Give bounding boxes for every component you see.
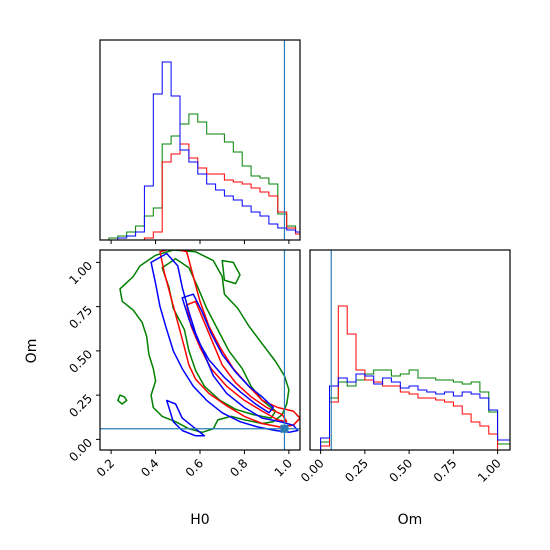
contour-inner-7	[181, 293, 275, 414]
h0-tick-label-2: 0.6	[183, 456, 206, 479]
om-x-tick-label-0: 0.00	[298, 456, 327, 485]
h0-om-contour-panel: 0.2 0.4 0.6 0.8 1.0 0.00 0.25 0.50 0.75 1.00	[66, 249, 301, 480]
h0-histogram-panel	[99, 39, 301, 244]
h0-hist-frame	[99, 39, 301, 241]
h0-hist-series-1	[100, 143, 301, 241]
om-tick-label-4: 1.00	[66, 259, 95, 288]
contour-outer-0	[119, 250, 290, 434]
om-hist-frame	[309, 249, 511, 451]
om-tick-label-0: 0.00	[66, 436, 95, 465]
h0-tick-label-1: 0.4	[138, 456, 161, 479]
contour-inner-3	[161, 258, 277, 419]
om-hist-series-1	[310, 305, 510, 451]
om-x-tick-label-2: 0.50	[386, 456, 415, 485]
h0-tick-label-0: 0.2	[94, 456, 117, 479]
contour-island-2	[221, 259, 241, 285]
om-x-tick-label-3: 0.75	[431, 456, 460, 485]
contour-island-1	[117, 394, 128, 405]
truth-marker	[280, 424, 289, 433]
h0-tick-label-3: 0.8	[227, 456, 250, 479]
h0-tick-label-4: 1.0	[272, 456, 295, 479]
om-x-tick-label-4: 1.00	[475, 456, 504, 485]
h0-hist-series-0	[100, 113, 301, 241]
om-tick-label-2: 0.50	[66, 347, 95, 376]
h0-hist-series-2	[100, 61, 301, 241]
om-tick-label-1: 0.25	[66, 391, 95, 420]
contour-group	[117, 250, 300, 437]
h0-axis-label: H0	[190, 512, 209, 528]
om-x-axis-label: Om	[398, 512, 423, 528]
contour-outer-4	[159, 250, 300, 428]
om-histogram-panel: 0.00 0.25 0.50 0.75 1.00	[298, 249, 511, 485]
om-hist-series-2	[310, 373, 511, 451]
contour-island-8	[165, 399, 206, 437]
contour-outer-6	[150, 252, 299, 434]
om-axis-label: Om	[24, 339, 40, 364]
om-hist-series-0	[310, 369, 511, 451]
om-tick-label-3: 0.75	[66, 303, 95, 332]
om-x-tick-label-1: 0.25	[342, 456, 371, 485]
